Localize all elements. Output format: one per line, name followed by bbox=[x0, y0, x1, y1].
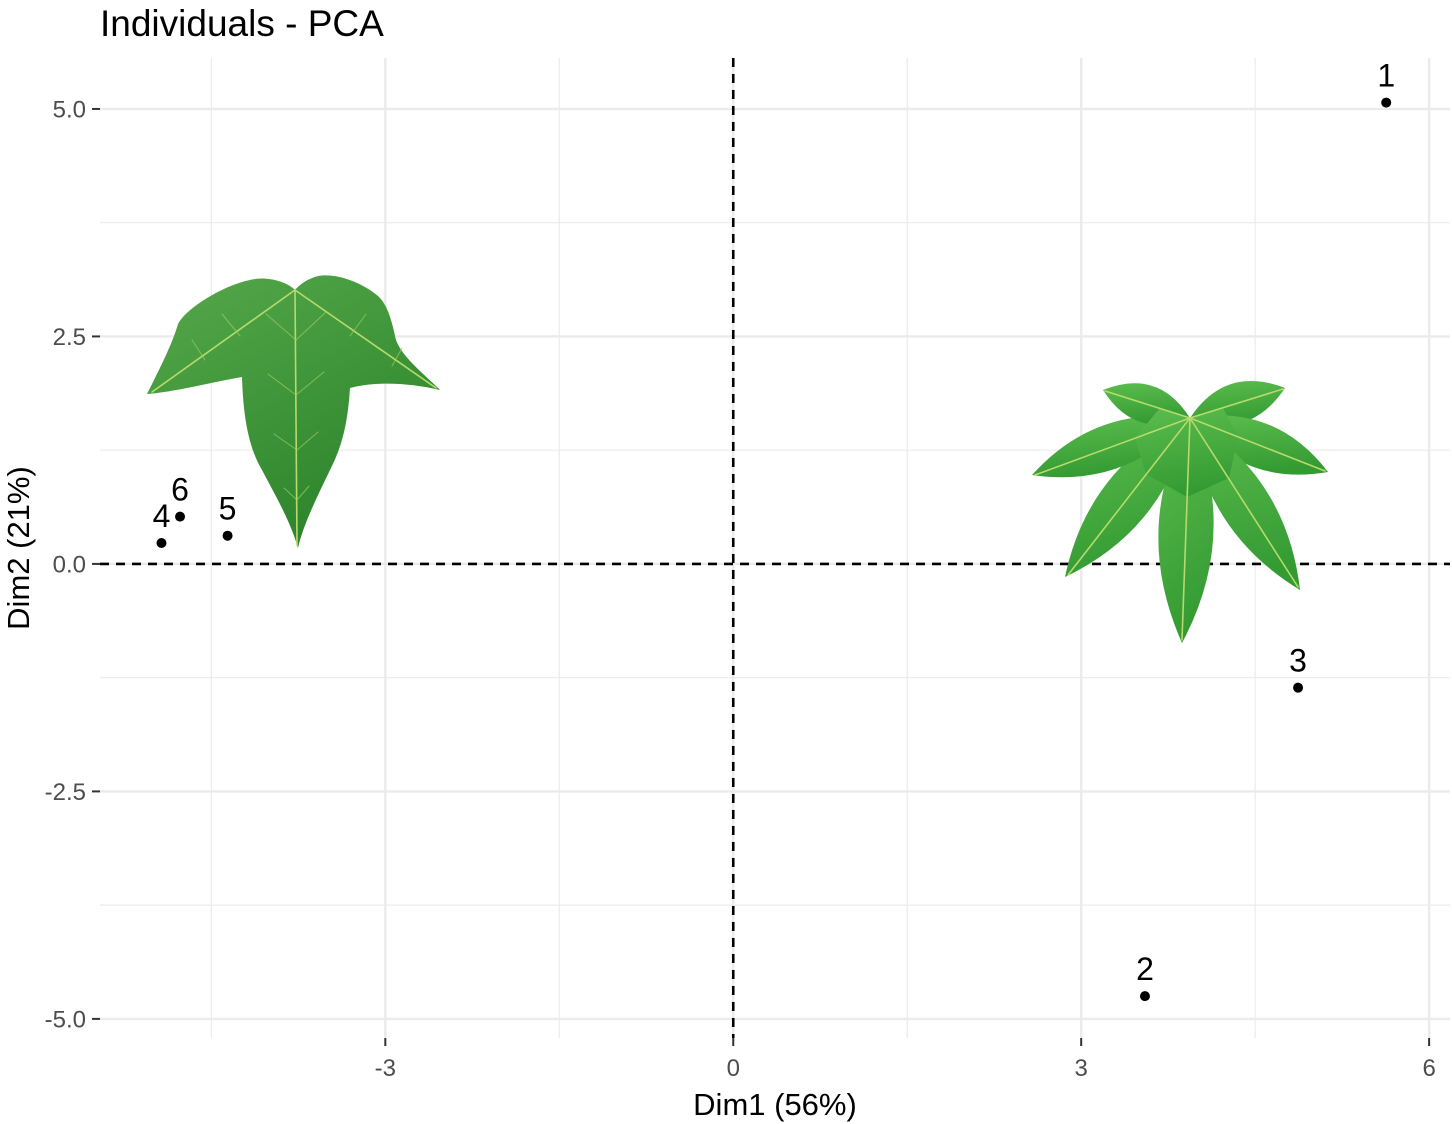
point-label-3: 3 bbox=[1289, 643, 1307, 679]
y-tick-label: -5.0 bbox=[45, 1006, 86, 1033]
y-tick-label: 2.5 bbox=[53, 324, 86, 351]
point-label-4: 4 bbox=[153, 498, 171, 534]
point-label-6: 6 bbox=[171, 472, 189, 508]
leaf-veins bbox=[1034, 388, 1326, 641]
y-tick-label: -2.5 bbox=[45, 779, 86, 806]
axis-ticks bbox=[92, 107, 1431, 1046]
x-tick-label: 6 bbox=[1422, 1055, 1435, 1082]
point-4 bbox=[156, 537, 167, 548]
minor-gridlines bbox=[100, 58, 1450, 1038]
point-5 bbox=[222, 530, 233, 541]
point-label-5: 5 bbox=[219, 491, 237, 527]
leaf-hub bbox=[1135, 408, 1238, 497]
point-2 bbox=[1139, 991, 1150, 1002]
leaf-main-veins bbox=[151, 289, 437, 546]
point-label-1: 1 bbox=[1377, 58, 1395, 94]
point-6 bbox=[175, 511, 186, 522]
chart-title: Individuals - PCA bbox=[100, 3, 384, 44]
y-tick-label: 5.0 bbox=[53, 96, 86, 123]
leaf-secondary-veins bbox=[191, 311, 403, 501]
x-tick-label: -3 bbox=[375, 1055, 396, 1082]
individual-points: 1 2 3 4 56 bbox=[153, 58, 1395, 1002]
x-tick-label: 0 bbox=[727, 1055, 740, 1082]
leaf-blade bbox=[147, 275, 440, 548]
point-3 bbox=[1293, 682, 1304, 693]
major-gridlines bbox=[100, 58, 1450, 1038]
y-axis-title: Dim2 (21%) bbox=[1, 466, 36, 630]
zero-reference-lines bbox=[100, 58, 1450, 1038]
point-label-2: 2 bbox=[1136, 951, 1154, 987]
x-axis-title: Dim1 (56%) bbox=[693, 1087, 857, 1122]
three-lobed-maple-leaf-icon bbox=[147, 275, 440, 548]
leaf-blade bbox=[1032, 380, 1328, 643]
axis-tick-labels: -3 0 3 6 -5.0 -2.5 0.0 2.5 5.0 bbox=[45, 96, 1436, 1082]
y-tick-label: 0.0 bbox=[53, 551, 86, 578]
seven-lobed-maple-leaf-icon bbox=[1032, 380, 1328, 643]
x-tick-label: 3 bbox=[1075, 1055, 1088, 1082]
point-1 bbox=[1381, 97, 1392, 108]
